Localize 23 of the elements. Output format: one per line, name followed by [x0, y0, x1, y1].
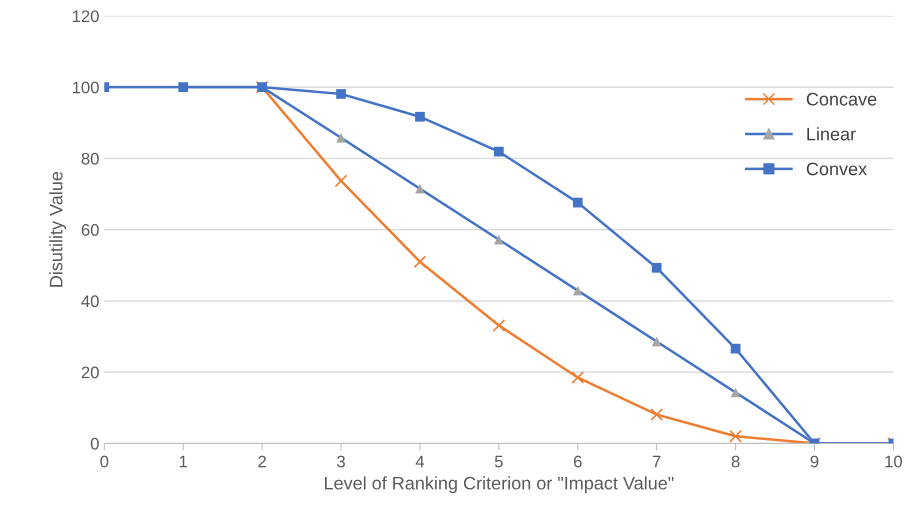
y-tick-label: 80 [82, 152, 99, 165]
legend-label: Linear [807, 127, 856, 140]
y-tick-label: 40 [81, 295, 99, 308]
x-tick-label: 6 [574, 456, 582, 468]
x-tick-label: 0 [100, 456, 108, 468]
x-tick-label: 4 [416, 456, 424, 468]
x-tick-label: 8 [732, 456, 740, 468]
y-tick-label: 100 [72, 82, 99, 94]
x-tick-label: 2 [258, 456, 266, 468]
x-tick-label: 10 [885, 456, 902, 468]
y-axis-title: Disutility Value [49, 172, 66, 287]
x-axis-title: Level of Ranking Criterion or "Impact Value" [324, 476, 674, 494]
x-tick-label: 5 [494, 456, 503, 468]
y-tick-label: 60 [82, 224, 99, 236]
y-tick-label: 0 [90, 438, 99, 450]
x-tick-label: 9 [810, 456, 818, 468]
y-tick-label: 120 [72, 10, 99, 22]
x-tick-label: 3 [337, 456, 345, 468]
x-tick-label: 7 [652, 456, 660, 468]
legend-label: Concave [806, 92, 876, 106]
x-tick-label: 1 [180, 456, 188, 468]
legend-label: Convex [806, 162, 867, 176]
y-tick-label: 20 [82, 366, 99, 378]
